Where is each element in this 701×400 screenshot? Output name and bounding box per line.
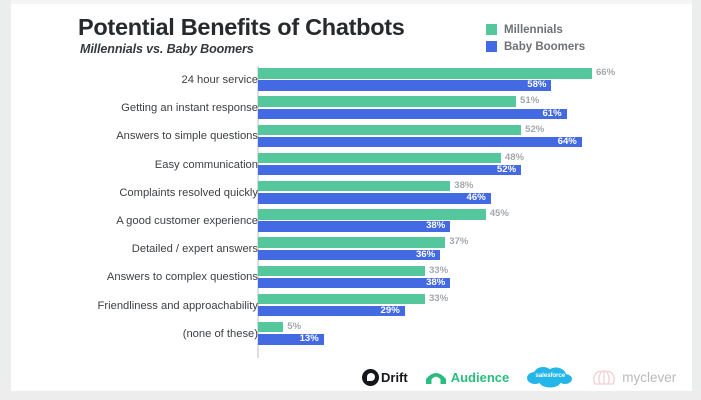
category-label: A good customer experience	[116, 215, 258, 227]
logo-label: myclever	[622, 369, 677, 385]
value-label-baby-boomers: 64%	[557, 135, 577, 147]
legend-item-label: Baby Boomers	[504, 40, 586, 53]
bar-millennials[interactable]	[258, 321, 284, 333]
value-label-baby-boomers: 13%	[299, 333, 319, 345]
chart-row: (none of these) 5% 13%	[12, 320, 688, 348]
value-label-millennials: 51%	[520, 95, 540, 107]
slide-left-edge	[0, 0, 11, 400]
bar-group: 48% 52%	[258, 151, 688, 177]
chart-plot-area: 24 hour service 66% 58% Getting an instant …	[12, 66, 688, 358]
audience-arch-icon	[425, 369, 447, 385]
bar-baby-boomers[interactable]	[258, 108, 567, 119]
footer-logos: Drift Audience salesforce myclever	[362, 364, 693, 390]
bar-millennials[interactable]	[258, 265, 425, 276]
category-label: Easy communication	[154, 158, 258, 171]
chart-title: Potential Benefits of Chatbots	[78, 14, 405, 40]
bar-baby-boomers[interactable]	[258, 136, 582, 148]
bar-group: 5% 13%	[258, 320, 688, 346]
legend-item[interactable]: Millennials	[486, 22, 646, 37]
bar-baby-boomers[interactable]	[258, 334, 324, 345]
chart-row: Answers to complex questions 33% 38%	[12, 263, 688, 291]
chart-row: Easy communication 48% 52%	[12, 151, 688, 179]
bar-baby-boomers[interactable]	[258, 221, 451, 232]
bar-baby-boomers[interactable]	[258, 305, 405, 317]
category-label: 24 hour service	[181, 74, 259, 86]
value-label-baby-boomers: 61%	[542, 107, 562, 119]
value-label-millennials: 45%	[489, 208, 509, 220]
chart-row: Getting an instant response 51% 61%	[12, 94, 688, 122]
bar-millennials[interactable]	[258, 180, 451, 192]
value-label-baby-boomers: 46%	[466, 192, 486, 204]
logo-label: Audience	[450, 369, 510, 385]
value-label-baby-boomers: 38%	[426, 276, 446, 288]
legend-item[interactable]: Baby Boomers	[486, 39, 646, 54]
value-axis-line	[257, 66, 259, 358]
slide-bottom-edge	[0, 391, 701, 400]
bar-millennials[interactable]	[258, 96, 517, 107]
bar-baby-boomers[interactable]	[258, 193, 491, 204]
value-label-millennials: 38%	[454, 179, 474, 191]
logo-label: Drift	[381, 369, 408, 385]
category-label: Complaints resolved quickly	[119, 186, 258, 199]
value-label-baby-boomers: 58%	[527, 79, 547, 91]
chart-row: Answers to simple questions 52% 64%	[12, 122, 688, 150]
chart-row: 24 hour service 66% 58%	[12, 66, 688, 94]
value-label-millennials: 48%	[504, 151, 525, 163]
slide-top-edge	[0, 0, 701, 4]
value-label-millennials: 66%	[595, 67, 616, 79]
chart-row: Complaints resolved quickly 38% 46%	[12, 179, 688, 207]
bar-group: 66% 58%	[258, 67, 688, 92]
value-label-millennials: 5%	[287, 320, 302, 332]
drift-chat-icon	[362, 368, 379, 386]
value-label-millennials: 37%	[449, 236, 469, 248]
value-label-baby-boomers: 38%	[426, 220, 446, 232]
legend-item-label: Millennials	[504, 23, 563, 36]
value-label-millennials: 33%	[428, 292, 449, 304]
chart-row: Detailed / expert answers 37% 36%	[12, 235, 688, 263]
bar-millennials[interactable]	[258, 124, 522, 135]
bar-group: 33% 38%	[258, 264, 688, 290]
salesforce-wordmark: salesforce	[535, 372, 566, 379]
bar-millennials[interactable]	[258, 68, 592, 79]
category-label: Getting an instant response	[121, 102, 258, 115]
bar-millennials[interactable]	[258, 209, 486, 220]
bar-baby-boomers[interactable]	[258, 249, 441, 260]
bar-group: 38% 46%	[258, 179, 688, 205]
chart-row: A good customer experience 45% 38%	[12, 207, 688, 235]
bar-millennials[interactable]	[258, 152, 501, 164]
logo-audience[interactable]: Audience	[425, 369, 510, 385]
category-label: (none of these)	[182, 327, 258, 340]
bar-group: 51% 61%	[258, 95, 688, 120]
bar-baby-boomers[interactable]	[258, 164, 522, 176]
category-label: Friendliness and approachability	[97, 299, 258, 312]
bar-group: 45% 38%	[258, 208, 688, 233]
myclever-brain-icon	[591, 368, 617, 386]
bar-baby-boomers[interactable]	[258, 277, 451, 289]
value-label-millennials: 33%	[428, 264, 449, 276]
logo-drift[interactable]: Drift	[362, 368, 408, 386]
bar-millennials[interactable]	[258, 237, 446, 248]
value-label-baby-boomers: 36%	[415, 248, 436, 260]
salesforce-cloud-icon: salesforce	[526, 366, 574, 388]
category-label: Answers to complex questions	[106, 271, 258, 284]
logo-salesforce[interactable]: salesforce	[526, 366, 574, 388]
category-label: Answers to simple questions	[116, 130, 258, 143]
value-label-baby-boomers: 29%	[380, 304, 400, 316]
category-label: Detailed / expert answers	[131, 243, 258, 256]
logo-myclever[interactable]: myclever	[591, 368, 676, 386]
bar-group: 37% 36%	[258, 236, 688, 261]
chart-subtitle: Millennials vs. Baby Boomers	[80, 42, 254, 56]
bar-group: 33% 29%	[258, 292, 688, 318]
value-label-millennials: 52%	[525, 123, 545, 135]
legend-swatch-millennials	[486, 24, 497, 35]
bar-baby-boomers[interactable]	[258, 80, 552, 91]
slide-right-edge	[692, 0, 701, 400]
value-label-baby-boomers: 52%	[496, 163, 517, 175]
bar-millennials[interactable]	[258, 293, 425, 305]
chart-legend: Millennials Baby Boomers	[486, 22, 646, 56]
bar-group: 52% 64%	[258, 123, 688, 149]
chart-row: Friendliness and approachability 33% 29%	[12, 292, 688, 320]
legend-swatch-baby-boomers	[486, 41, 497, 52]
